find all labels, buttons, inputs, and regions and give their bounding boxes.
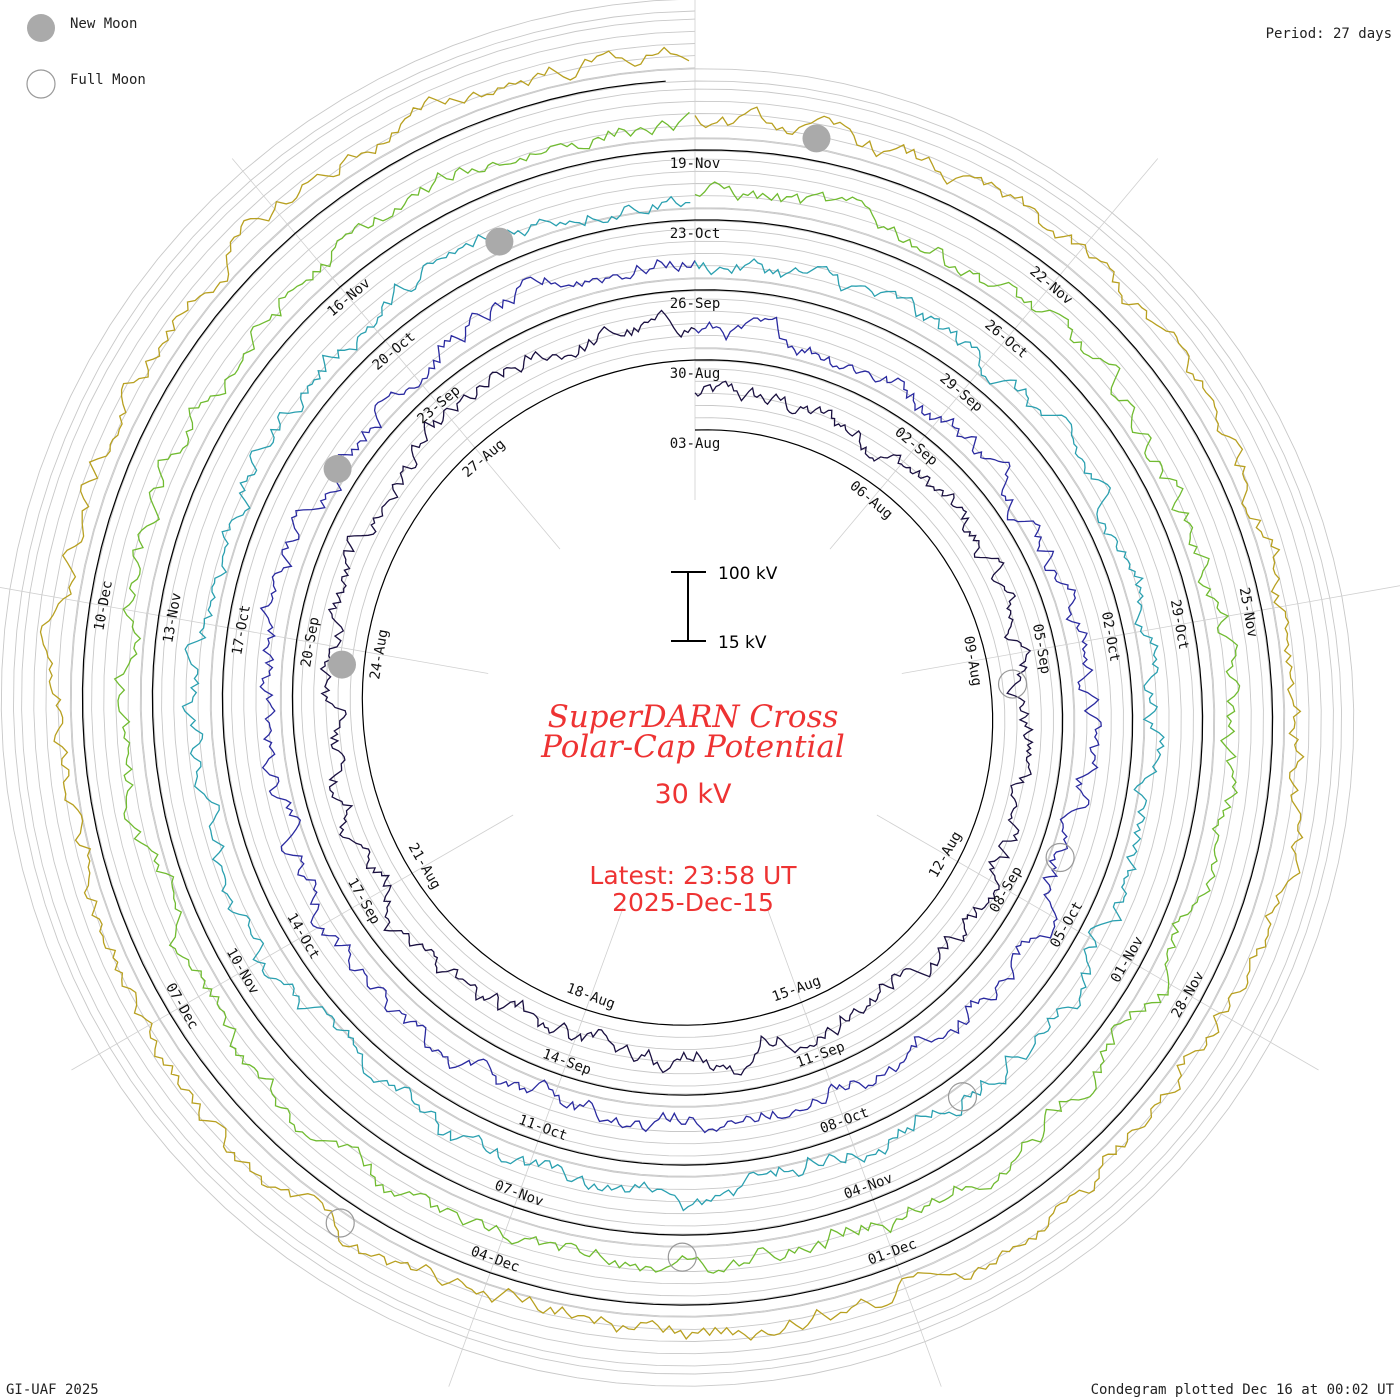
trace-cycle-30-Aug bbox=[259, 258, 1102, 1134]
date-label: 17-Oct bbox=[229, 604, 254, 657]
day-spoke bbox=[231, 158, 561, 550]
scale-bar: 100 kV 15 kV bbox=[671, 564, 778, 653]
grid-ring bbox=[21, 18, 1334, 1367]
scale-bar-top-label: 100 kV bbox=[718, 564, 778, 584]
footer-plot-time: Condegram plotted Dec 16 at 00:02 UT bbox=[1091, 1382, 1395, 1398]
date-label: 17-Sep bbox=[344, 875, 383, 927]
date-label: 28-Nov bbox=[1169, 969, 1208, 1021]
day-spoke bbox=[0, 587, 489, 674]
date-label: 18-Aug bbox=[564, 980, 617, 1012]
trace-cycle-03-Aug bbox=[319, 309, 1034, 1076]
date-label: 07-Dec bbox=[162, 980, 201, 1032]
current-value: 30 kV bbox=[654, 779, 732, 810]
date-label: 03-Aug bbox=[670, 436, 721, 452]
date-label: 04-Dec bbox=[468, 1243, 521, 1275]
latest-time: Latest: 23:58 UT bbox=[589, 861, 797, 890]
scale-bar-bottom-label: 15 kV bbox=[718, 633, 767, 653]
date-label: 23-Sep bbox=[414, 383, 463, 428]
new-moon-marker bbox=[485, 227, 514, 256]
date-label: 11-Oct bbox=[516, 1112, 569, 1144]
grid-ring bbox=[57, 55, 1298, 1330]
date-label: 26-Sep bbox=[670, 296, 721, 312]
date-label: 11-Sep bbox=[794, 1039, 847, 1071]
grid-ring bbox=[0, 0, 1355, 1387]
chart-title-line2: Polar-Cap Potential bbox=[540, 729, 845, 765]
date-label: 01-Dec bbox=[866, 1236, 919, 1268]
date-label: 08-Sep bbox=[987, 864, 1026, 916]
trace-cycle-23-Oct bbox=[113, 111, 1241, 1274]
date-label: 23-Oct bbox=[670, 226, 721, 242]
full-moon-icon bbox=[26, 69, 56, 99]
full-moon-marker bbox=[667, 1242, 697, 1272]
date-label: 15-Aug bbox=[770, 973, 823, 1005]
date-label: 24-Aug bbox=[367, 628, 392, 681]
day-spoke bbox=[829, 158, 1159, 550]
new-moon-marker bbox=[327, 650, 356, 679]
date-label: 05-Oct bbox=[1047, 899, 1086, 951]
date-label: 14-Sep bbox=[540, 1046, 593, 1078]
grid-ring bbox=[13, 10, 1342, 1375]
date-label: 16-Nov bbox=[324, 275, 373, 320]
chart-title-line1: SuperDARN Cross bbox=[548, 699, 839, 735]
period-label: Period: 27 days bbox=[1266, 26, 1392, 42]
date-label: 06-Aug bbox=[846, 478, 895, 523]
moon-phase-markers bbox=[323, 124, 1075, 1272]
date-label: 20-Sep bbox=[298, 616, 323, 669]
full-moon-marker bbox=[1045, 842, 1075, 873]
date-label: 12-Aug bbox=[926, 829, 965, 881]
new-moon-marker bbox=[802, 124, 831, 153]
legend: New Moon Full Moon bbox=[26, 14, 146, 99]
full-moon-marker bbox=[325, 1208, 355, 1238]
date-label: 07-Nov bbox=[492, 1178, 545, 1210]
date-label: 22-Nov bbox=[1026, 263, 1075, 308]
date-label: 19-Nov bbox=[670, 156, 721, 172]
title-block: SuperDARN Cross Polar-Cap Potential 30 k… bbox=[540, 699, 845, 917]
cycle-baselines bbox=[81, 80, 1274, 1306]
date-label: 10-Dec bbox=[91, 579, 116, 632]
latest-date: 2025-Dec-15 bbox=[612, 888, 774, 917]
day-spoke bbox=[71, 814, 514, 1071]
day-spoke bbox=[766, 907, 942, 1387]
new-moon-marker bbox=[323, 454, 352, 483]
full-moon-label: Full Moon bbox=[70, 72, 146, 88]
date-label: 27-Aug bbox=[459, 436, 508, 481]
potential-traces bbox=[39, 46, 1305, 1341]
full-moon-marker bbox=[997, 669, 1028, 699]
date-label: 08-Oct bbox=[818, 1105, 871, 1137]
date-label: 01-Nov bbox=[1108, 934, 1147, 986]
grid-ring bbox=[33, 30, 1322, 1355]
date-label: 20-Oct bbox=[369, 329, 418, 374]
footer-credit: GI-UAF 2025 bbox=[6, 1382, 99, 1398]
baseline-spiral bbox=[81, 80, 1274, 1306]
day-spoke bbox=[448, 907, 624, 1387]
date-label: 30-Aug bbox=[670, 366, 721, 382]
trace-cycle-19-Nov bbox=[39, 46, 1305, 1341]
day-spoke bbox=[876, 814, 1319, 1071]
date-label: 14-Oct bbox=[283, 910, 322, 962]
date-label: 21-Aug bbox=[405, 840, 444, 892]
grid-ring bbox=[69, 67, 1286, 1318]
trace-cycle-26-Sep bbox=[181, 195, 1165, 1212]
date-label: 25-Nov bbox=[1236, 586, 1261, 639]
date-label: 10-Nov bbox=[223, 945, 262, 997]
date-label: 09-Aug bbox=[960, 635, 985, 688]
date-label: 04-Nov bbox=[842, 1170, 895, 1202]
new-moon-icon bbox=[27, 14, 55, 42]
date-label: 26-Oct bbox=[981, 317, 1030, 362]
full-moon-marker bbox=[947, 1082, 978, 1112]
date-label: 29-Oct bbox=[1167, 598, 1192, 651]
date-label: 13-Nov bbox=[160, 592, 185, 645]
new-moon-label: New Moon bbox=[70, 16, 137, 32]
